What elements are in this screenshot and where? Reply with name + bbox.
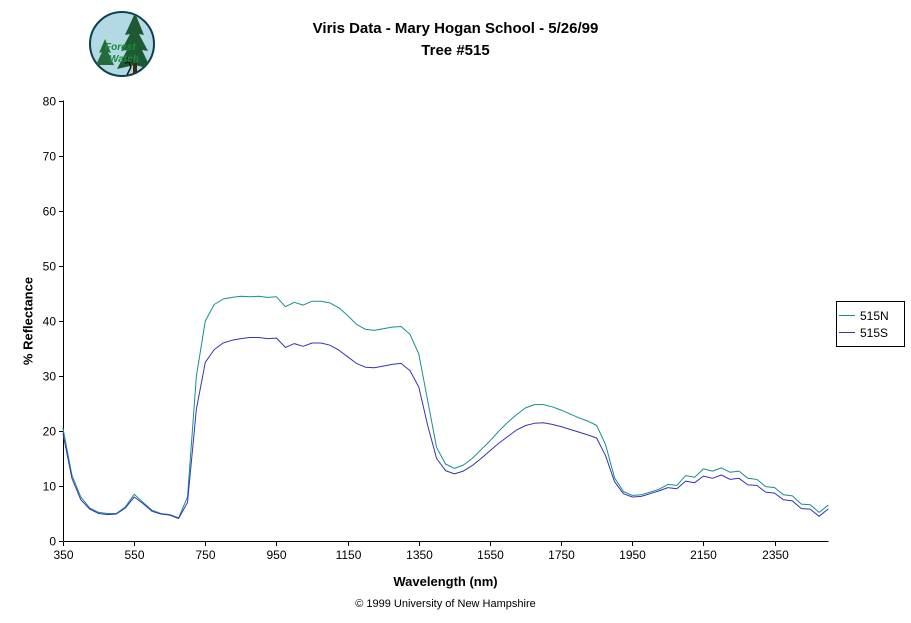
y-tick-label: 10 xyxy=(43,480,57,494)
y-tick-label: 50 xyxy=(43,260,57,274)
legend-line-515n xyxy=(839,315,855,316)
y-tick-label: 70 xyxy=(43,150,57,164)
legend: 515N 515S xyxy=(836,301,905,347)
y-tick-label: 40 xyxy=(43,315,57,329)
x-tick-label: 1750 xyxy=(548,548,575,562)
y-tick-label: 30 xyxy=(43,370,57,384)
x-tick-label: 550 xyxy=(124,548,144,562)
series-line-515N xyxy=(62,295,829,519)
x-tick-label: 1950 xyxy=(619,548,646,562)
x-tick-label: 2350 xyxy=(762,548,789,562)
legend-line-515s xyxy=(839,332,855,333)
series-line-515S xyxy=(62,337,829,519)
x-tick-label: 350 xyxy=(53,548,73,562)
x-tick-label: 750 xyxy=(195,548,215,562)
logo-text-forest: Forest xyxy=(105,42,136,53)
forestwatch-logo: Forest Watch xyxy=(89,11,155,77)
legend-entry-515s: 515S xyxy=(839,324,901,341)
y-tick-label: 80 xyxy=(43,95,57,109)
chart-title-line1: Viris Data - Mary Hogan School - 5/26/99 xyxy=(312,20,599,37)
x-axis-title: Wavelength (nm) xyxy=(393,574,498,589)
x-tick-label: 1550 xyxy=(477,548,504,562)
x-tick-label: 950 xyxy=(266,548,286,562)
logo-text-watch: Watch xyxy=(109,54,139,65)
x-tick-label: 1350 xyxy=(406,548,433,562)
x-tick-label: 1150 xyxy=(336,548,362,562)
legend-label-515s: 515S xyxy=(860,325,889,340)
legend-label-515n: 515N xyxy=(860,308,889,323)
y-axis-title: % Reflectance xyxy=(20,276,36,366)
x-tick-label: 2150 xyxy=(690,548,717,562)
y-tick-label: 20 xyxy=(43,425,57,439)
y-tick-label: 60 xyxy=(43,205,57,219)
chart-title-line2: Tree #515 xyxy=(421,42,490,59)
logo-trees xyxy=(96,13,151,76)
footer-copyright: © 1999 University of New Hampshire xyxy=(355,598,536,610)
y-tick-label: 0 xyxy=(49,535,56,549)
legend-entry-515n: 515N xyxy=(839,307,901,324)
